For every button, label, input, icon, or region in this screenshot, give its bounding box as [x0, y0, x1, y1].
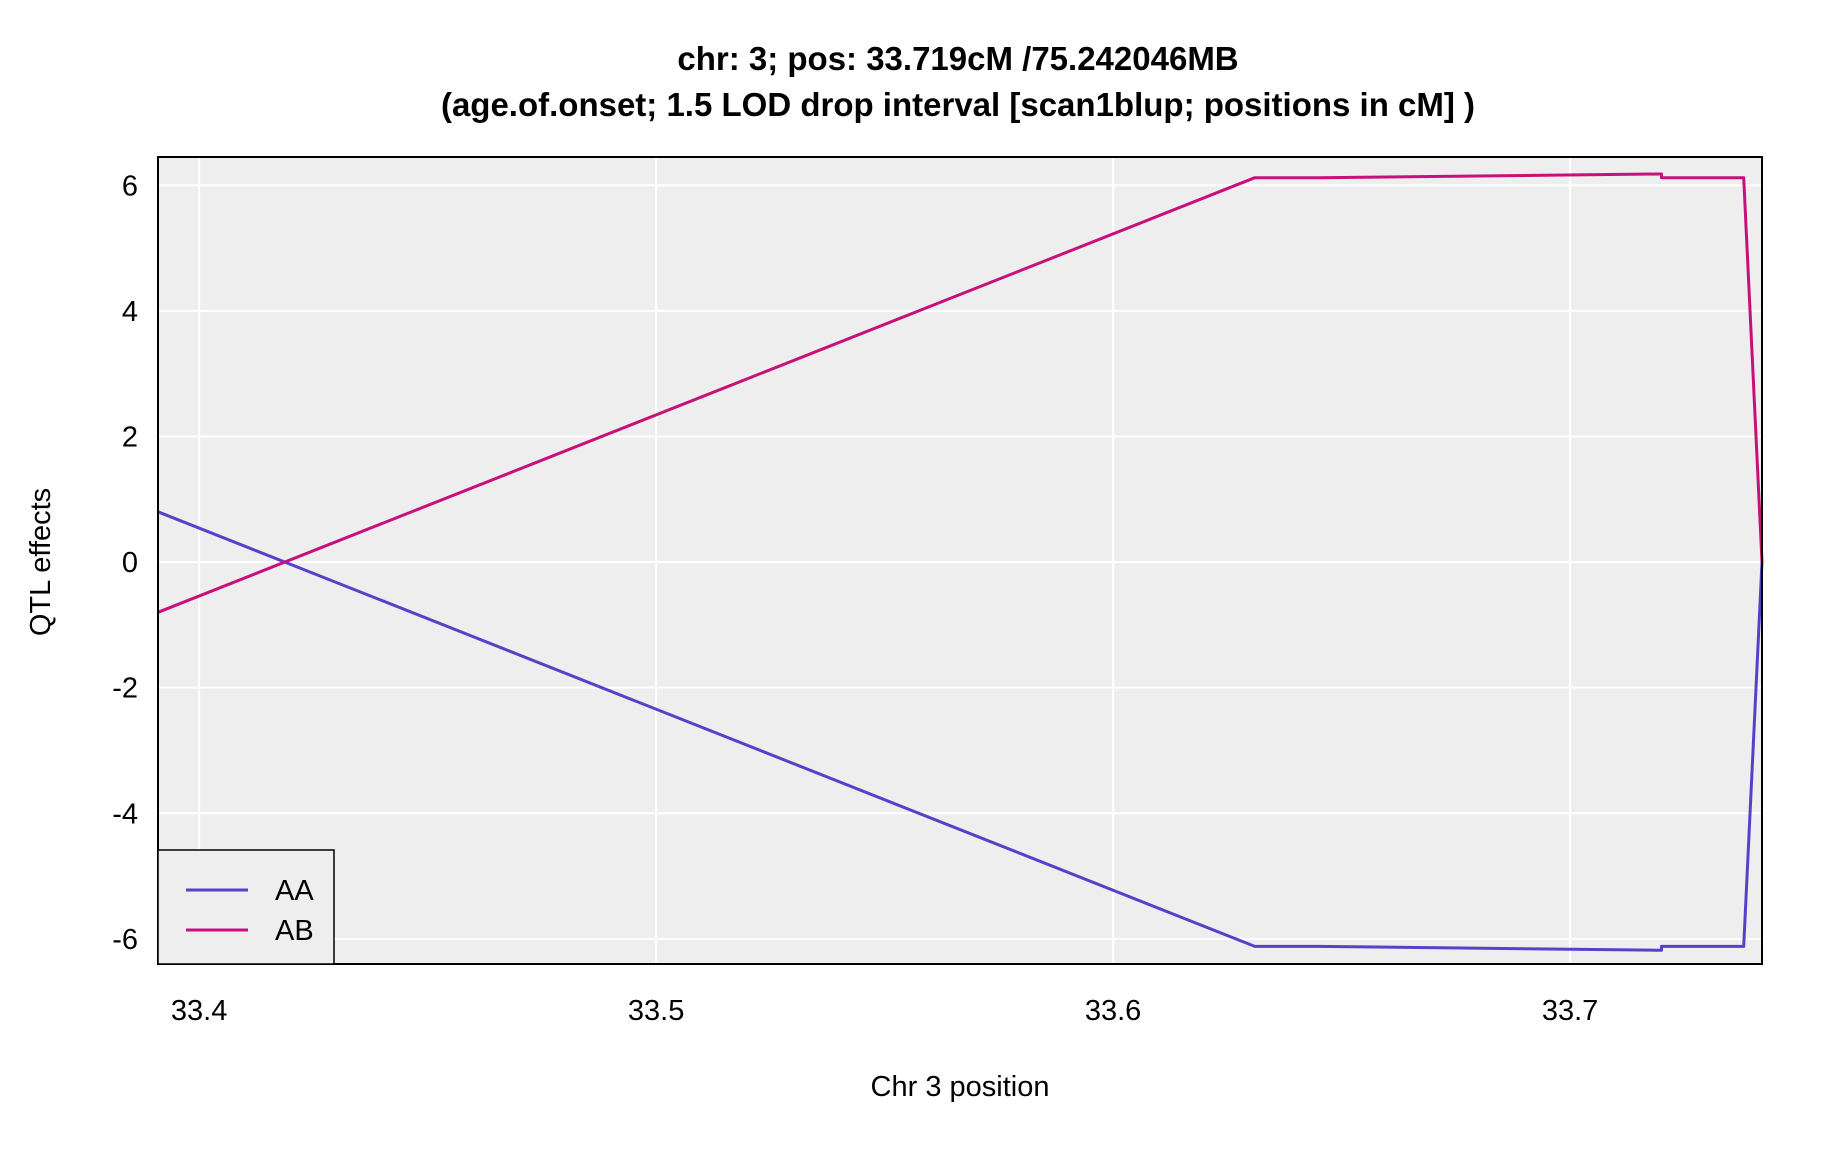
y-tick-labels: -6 -4 -2 0 2 4 6	[112, 170, 138, 956]
series-lines	[157, 172, 1764, 952]
series-line-aa	[157, 510, 1764, 952]
y-tick-label: 4	[122, 296, 138, 328]
chart-title: chr: 3; pos: 33.719cM /75.242046MB	[677, 40, 1238, 77]
legend-box	[157, 849, 335, 965]
y-tick-label: 2	[122, 421, 138, 453]
x-tick-label: 33.7	[1542, 995, 1598, 1027]
x-tick-labels: 33.4 33.5 33.6 33.7	[171, 995, 1598, 1027]
x-tick-label: 33.6	[1085, 995, 1141, 1027]
grid	[158, 157, 1762, 964]
legend-label-aa: AA	[275, 875, 314, 907]
y-tick-label: -4	[112, 798, 138, 830]
legend: AA AB	[157, 849, 335, 965]
y-tick-label: 0	[122, 547, 138, 579]
y-axis-title: QTL effects	[25, 488, 57, 636]
x-tick-label: 33.5	[628, 995, 684, 1027]
x-axis-title: Chr 3 position	[871, 1071, 1050, 1103]
x-tick-label: 33.4	[171, 995, 227, 1027]
legend-label-ab: AB	[275, 915, 314, 947]
y-tick-label: 6	[122, 170, 138, 202]
y-tick-label: -6	[112, 924, 138, 956]
plot-frame	[157, 156, 1763, 965]
plot-background	[158, 157, 1762, 964]
y-tick-label: -2	[112, 673, 138, 705]
series-line-ab	[157, 172, 1764, 614]
chart-subtitle: (age.of.onset; 1.5 LOD drop interval [sc…	[441, 86, 1475, 123]
